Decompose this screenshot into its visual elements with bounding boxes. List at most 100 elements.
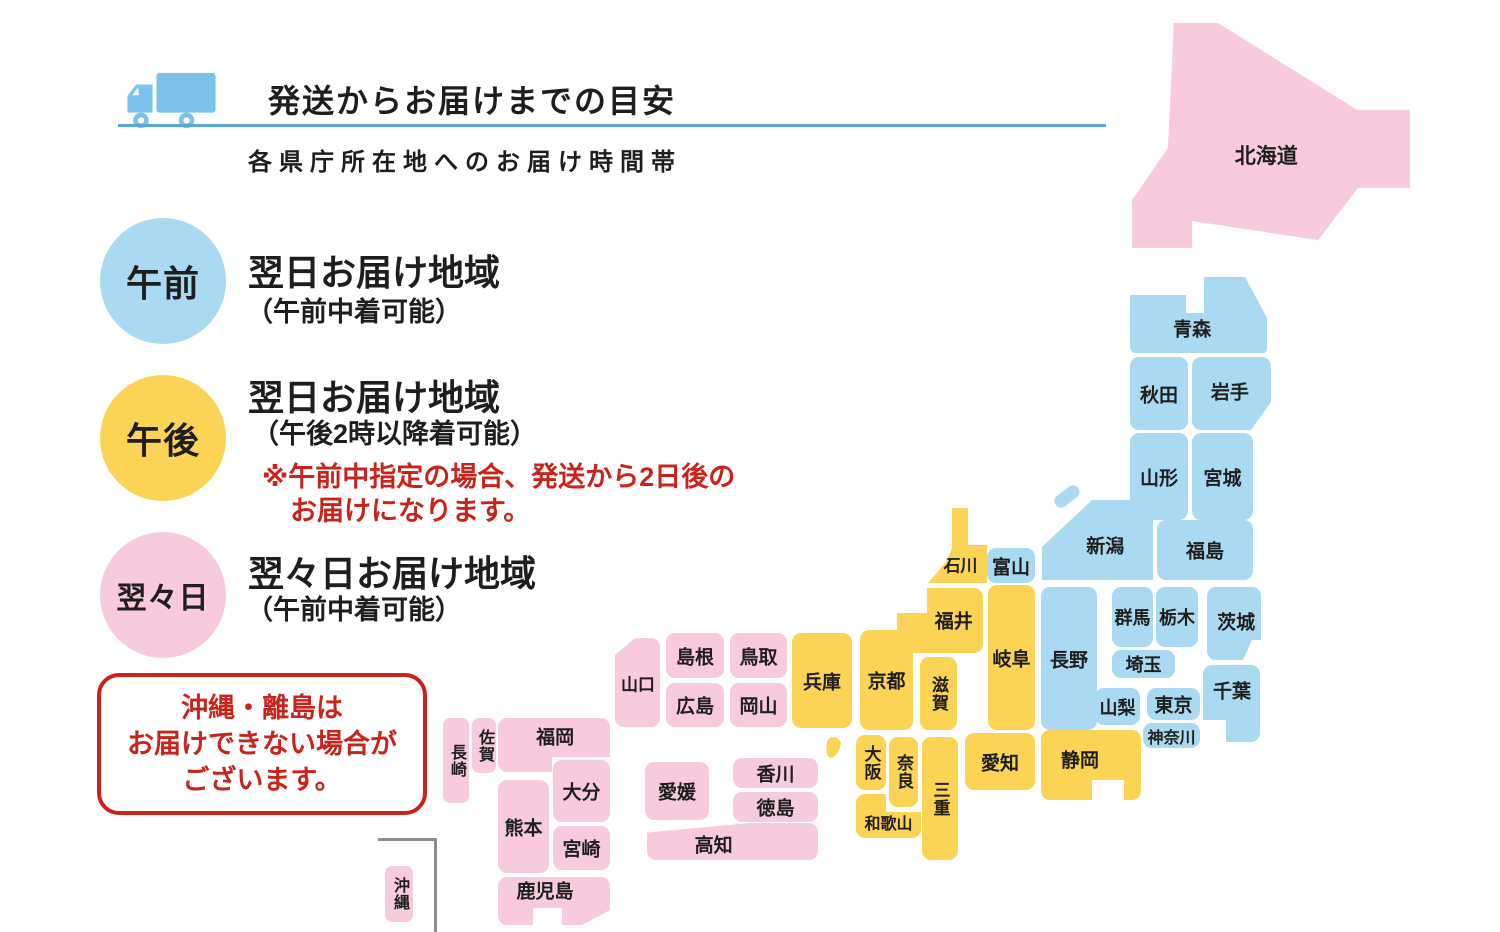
- prefecture-label: 和歌山: [864, 815, 913, 833]
- prefecture-shizuoka: 静岡: [1041, 730, 1141, 800]
- prefecture-okayama: 岡山: [730, 683, 787, 727]
- prefecture-label: 山口: [620, 675, 655, 694]
- prefecture-shiga: 滋賀: [920, 657, 957, 730]
- prefecture-label: 福島: [1185, 541, 1225, 563]
- prefecture-yamanashi: 山梨: [1095, 688, 1140, 725]
- prefecture-label: 京都: [867, 671, 906, 693]
- legend-badge-afternoon: 午後: [100, 375, 226, 501]
- prefecture-label: 岐阜: [992, 649, 1031, 670]
- prefecture-label: 宮城: [1203, 468, 1242, 489]
- prefecture-kagawa: 香川: [733, 758, 818, 788]
- okinawa-separator-line: [378, 838, 437, 932]
- prefecture-aichi: 愛知: [965, 733, 1035, 790]
- prefecture-label: 静岡: [1060, 750, 1100, 772]
- prefecture-label: 熊本: [504, 818, 543, 839]
- prefecture-mie: 三重: [922, 737, 958, 860]
- prefecture-label: 岡山: [739, 696, 778, 718]
- prefecture-label: 広島: [675, 696, 715, 718]
- truck-icon: [124, 70, 218, 132]
- prefecture-okinawa: 沖縄: [385, 866, 413, 922]
- prefecture-label: 愛媛: [657, 782, 697, 804]
- prefecture-label: 愛知: [980, 753, 1020, 774]
- prefecture-label: 沖縄: [391, 877, 408, 911]
- prefecture-osaka: 大阪: [856, 735, 886, 790]
- prefecture-niigata: 新潟: [1042, 499, 1153, 580]
- prefecture-saga: 佐賀: [472, 718, 496, 773]
- prefecture-label: 山形: [1139, 468, 1179, 489]
- prefecture-label: 千葉: [1213, 681, 1252, 703]
- prefecture-label: 鹿児島: [516, 881, 574, 903]
- title-underline: [118, 124, 1106, 127]
- legend-note-line2: お届けになります。: [290, 496, 531, 526]
- prefecture-label: 長崎: [448, 743, 465, 778]
- legend-condition-two-days: （午前中着可能）: [246, 595, 462, 625]
- prefecture-label: 長野: [1049, 650, 1089, 671]
- prefecture-tochigi: 栃木: [1156, 587, 1198, 647]
- prefecture-label: 三重: [930, 780, 950, 817]
- prefecture-label: 福井: [934, 611, 973, 633]
- legend-title-morning: 翌日お届け地域: [248, 252, 501, 293]
- prefecture-nagano: 長野: [1041, 587, 1097, 730]
- prefecture-label: 福岡: [536, 727, 575, 749]
- notice-line-2: お届けできない場合が: [127, 729, 397, 759]
- prefecture-label: 岩手: [1210, 382, 1249, 404]
- prefecture-tottori: 鳥取: [730, 633, 787, 678]
- prefecture-miyagi: 宮城: [1192, 433, 1253, 520]
- page-subtitle: 各県庁所在地へのお届け時間帯: [248, 149, 682, 176]
- prefecture-shimane: 島根: [666, 633, 724, 678]
- prefecture-chiba: 千葉: [1203, 665, 1260, 742]
- prefecture-akita: 秋田: [1130, 357, 1188, 430]
- prefecture-fukushima: 福島: [1157, 520, 1253, 580]
- prefecture-label: 石川: [943, 556, 978, 576]
- prefecture-ibaraki: 茨城: [1207, 587, 1261, 660]
- prefecture-ehime: 愛媛: [645, 762, 709, 820]
- notice-line-3: ございます。: [182, 765, 342, 795]
- prefecture-gifu: 岐阜: [988, 585, 1035, 730]
- okinawa-notice-box: 沖縄・離島は お届けできない場合が ございます。: [97, 673, 427, 815]
- prefecture-hokkaido: 北海道: [1131, 22, 1410, 248]
- prefecture-label: 群馬: [1114, 608, 1151, 628]
- prefecture-ishikawa: 石川: [928, 508, 987, 583]
- prefecture-tokyo: 東京: [1147, 688, 1200, 720]
- prefecture-hyogo: 兵庫: [792, 633, 852, 728]
- prefecture-label: 兵庫: [802, 672, 842, 693]
- prefecture-oita: 大分: [553, 760, 610, 822]
- prefecture-label: 奈良: [894, 754, 913, 790]
- notice-line-1: 沖縄・離島は: [181, 693, 343, 723]
- prefecture-nara: 奈良: [889, 737, 918, 807]
- prefecture-label: 滋賀: [929, 675, 948, 712]
- prefecture-label: 佐賀: [476, 728, 493, 763]
- prefecture-label: 茨城: [1217, 612, 1256, 634]
- prefecture-label: 鳥取: [739, 647, 778, 668]
- prefecture-label: 青森: [1173, 319, 1212, 341]
- prefecture-label: 宮崎: [562, 839, 601, 861]
- prefecture-saitama: 埼玉: [1112, 650, 1175, 678]
- prefecture-label: 島根: [675, 647, 715, 668]
- prefecture-label: 秋田: [1139, 385, 1179, 406]
- prefecture-tokushima: 徳島: [733, 792, 818, 822]
- prefecture-label: 富山: [991, 557, 1031, 578]
- prefecture-label: 北海道: [1234, 144, 1298, 168]
- prefecture-kochi: 高知: [647, 823, 818, 860]
- page-title: 発送からお届けまでの目安: [268, 83, 677, 119]
- prefecture-kumamoto: 熊本: [498, 780, 549, 873]
- prefecture-label: 栃木: [1159, 608, 1195, 628]
- prefecture-kagoshima: 鹿児島: [498, 877, 610, 925]
- prefecture-label: 埼玉: [1125, 655, 1162, 675]
- prefecture-label: 大分: [562, 782, 601, 804]
- prefecture-label: 徳島: [756, 798, 795, 820]
- prefecture-kanagawa: 神奈川: [1143, 723, 1200, 748]
- prefecture-nagasaki: 長崎: [443, 718, 469, 803]
- legend-condition-afternoon: （午後2時以降着可能）: [252, 419, 538, 449]
- prefecture-label: 香川: [756, 764, 795, 786]
- legend-title-afternoon: 翌日お届け地域: [248, 377, 501, 418]
- island-sado: [1051, 482, 1083, 511]
- prefecture-label: 神奈川: [1147, 729, 1196, 747]
- prefecture-aomori: 青森: [1130, 277, 1268, 353]
- prefecture-kyoto: 京都: [860, 630, 913, 730]
- legend-badge-morning: 午前: [100, 218, 226, 344]
- prefecture-label: 新潟: [1086, 536, 1125, 558]
- legend-note-line1: ※午前中指定の場合、発送から2日後の: [262, 462, 736, 492]
